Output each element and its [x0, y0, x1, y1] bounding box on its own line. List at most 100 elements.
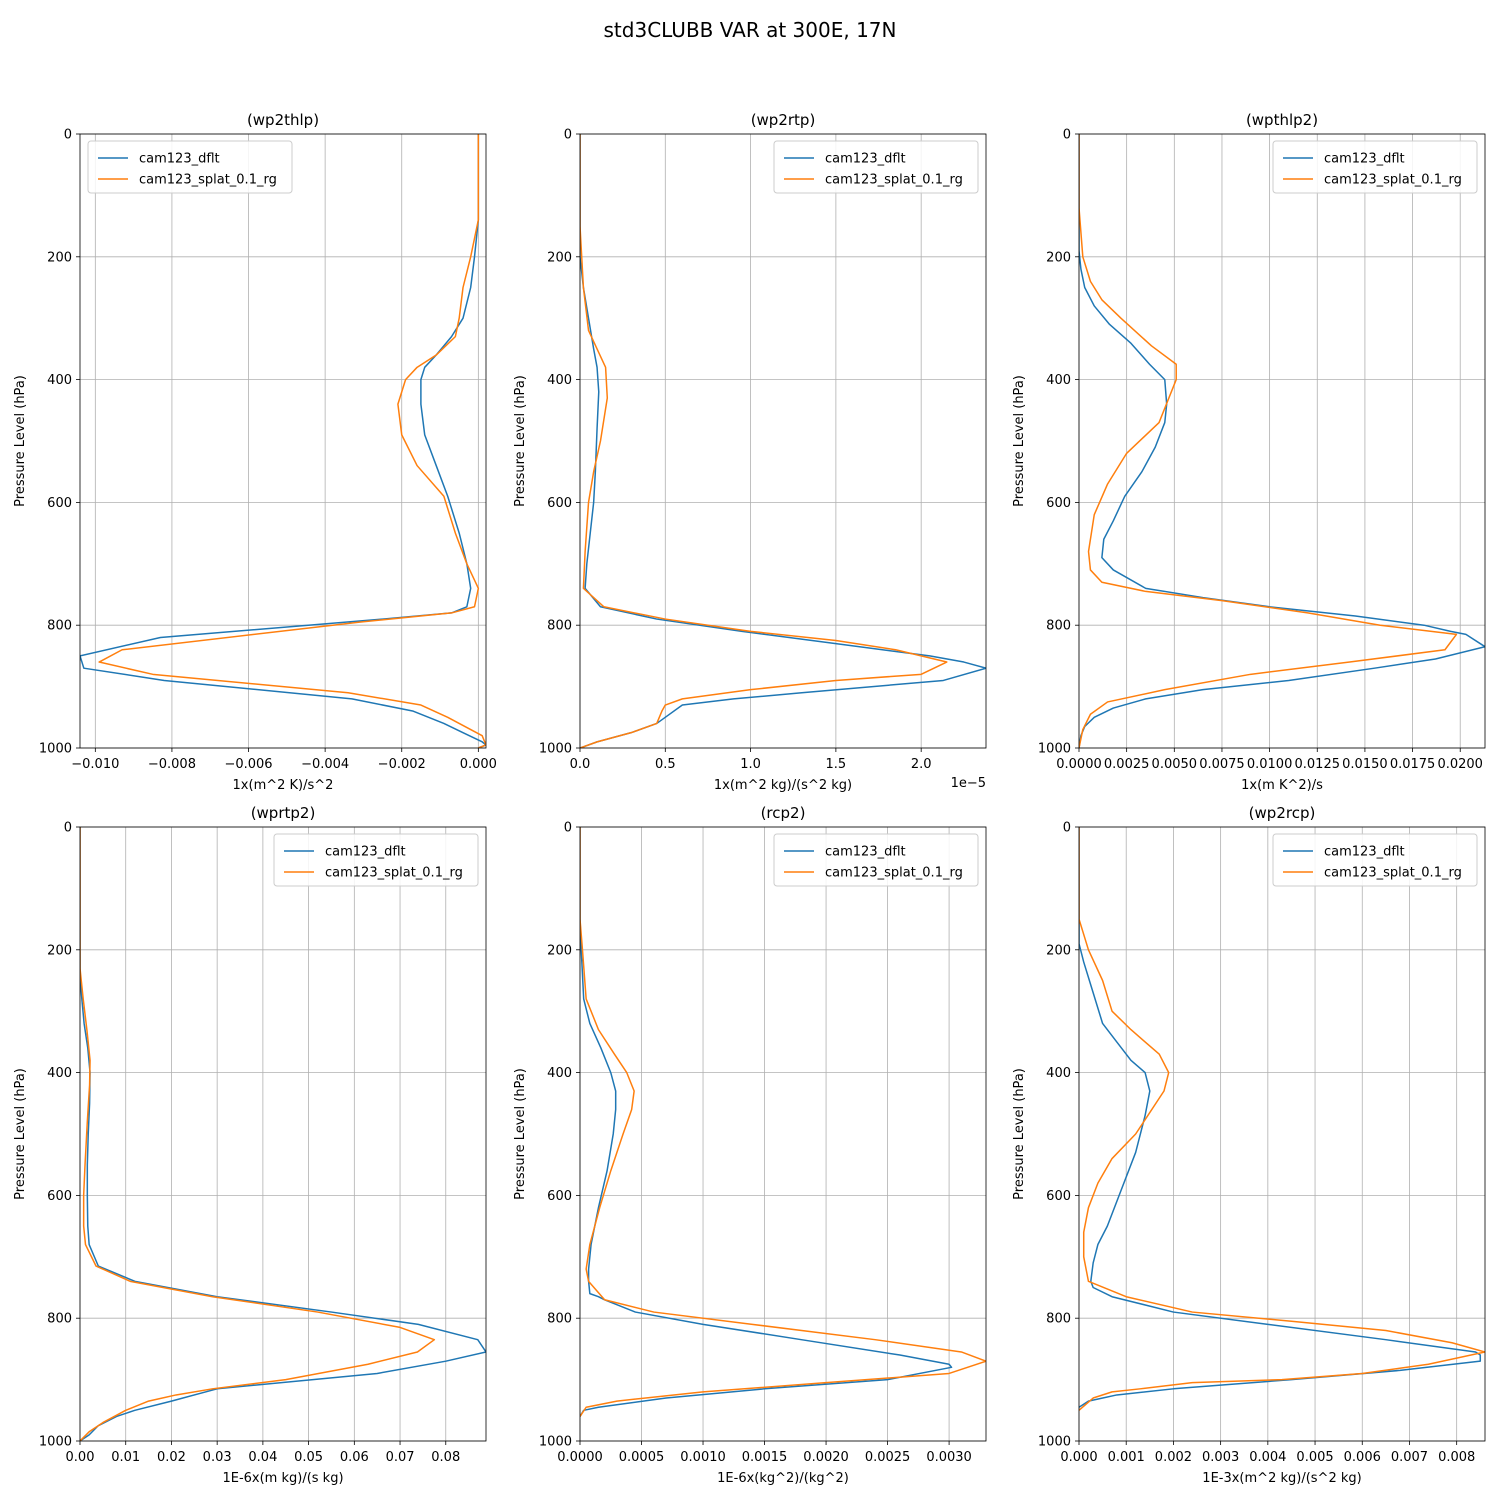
legend-label: cam123_splat_0.1_rg: [139, 173, 277, 188]
x-tick-label: 0.006: [1344, 1450, 1381, 1465]
series-line-splat: [80, 827, 436, 1441]
y-tick-label: 600: [1046, 496, 1071, 511]
x-axis-label: 1x(m^2 K)/s^2: [233, 778, 334, 793]
x-tick-label: 0.008: [1438, 1450, 1475, 1465]
x-axis-label: 1x(m^2 kg)/(s^2 kg): [714, 778, 852, 793]
x-tick-label: 0.004: [1249, 1450, 1286, 1465]
legend: cam123_dflt cam123_splat_0.1_rg: [1272, 140, 1478, 194]
plot-frame: [1078, 826, 1486, 1442]
y-tick-label: 0: [564, 821, 572, 836]
legend: cam123_dflt cam123_splat_0.1_rg: [1272, 833, 1478, 887]
x-tick-label: −0.004: [301, 757, 349, 772]
x-axis-label: 1x(m K^2)/s: [1241, 778, 1323, 793]
panel-title: (wprtp2): [251, 804, 316, 822]
y-tick-label: 0: [1063, 821, 1071, 836]
legend: cam123_dflt cam123_splat_0.1_rg: [273, 833, 479, 887]
chart-panel-3: 0.0000 0.0025 0.0050 0.0075 0.0100 0.0125 0.01…: [1012, 111, 1486, 793]
plot-frame: [1078, 133, 1486, 749]
legend-label: cam123_dflt: [1324, 152, 1405, 167]
y-tick-label: 400: [1046, 1066, 1071, 1081]
x-tick-label: 0.0050: [1152, 757, 1198, 772]
y-axis-label: Pressure Level (hPa): [513, 375, 528, 507]
x-tick-label: 0.0005: [619, 1450, 665, 1465]
y-tick-label: 800: [47, 1312, 72, 1327]
legend-label: cam123_splat_0.1_rg: [825, 866, 963, 881]
panel-title: (wp2rcp): [1249, 804, 1316, 822]
plot-frame: [79, 133, 487, 749]
x-tick-label: 0.0000: [1056, 757, 1102, 772]
series-line-dflt: [1079, 134, 1485, 748]
x-tick-label: 0.0175: [1390, 757, 1436, 772]
y-tick-label: 600: [1046, 1189, 1071, 1204]
legend-box: [1272, 140, 1478, 194]
x-tick-label: 0.0150: [1342, 757, 1388, 772]
y-tick-label: 200: [1046, 250, 1071, 265]
legend-label: cam123_dflt: [325, 845, 406, 860]
legend-box: [773, 833, 979, 887]
series-line-splat: [1079, 134, 1458, 748]
y-tick-label: 1000: [1038, 742, 1071, 757]
x-axis-label: 1E-6x(m kg)/(s kg): [222, 1471, 343, 1486]
x-tick-label: 0.0125: [1295, 757, 1341, 772]
y-tick-label: 0: [564, 128, 572, 143]
x-tick-label: 0.001: [1108, 1450, 1145, 1465]
y-tick-label: 1000: [539, 1435, 572, 1450]
panels: −0.010 −0.008 −0.006 −0.004 −0.002 0.00002004…: [13, 111, 1486, 1486]
y-tick-label: 0: [64, 128, 72, 143]
x-tick-label: 0.000: [1060, 1450, 1097, 1465]
x-tick-label: 0.00: [66, 1450, 95, 1465]
y-tick-label: 400: [547, 1066, 572, 1081]
x-tick-label: 0.01: [111, 1450, 140, 1465]
legend: cam123_dflt cam123_splat_0.1_rg: [773, 833, 979, 887]
series-line-dflt: [1079, 827, 1482, 1408]
y-tick-label: 600: [547, 1189, 572, 1204]
x-offset-text: 1e−5: [951, 776, 986, 791]
panel-title: (rcp2): [761, 804, 806, 822]
series-line-splat: [580, 134, 948, 748]
x-tick-label: 0.08: [431, 1450, 460, 1465]
x-tick-label: 0.5: [655, 757, 676, 772]
series-line-dflt: [80, 134, 486, 748]
legend-box: [87, 140, 293, 194]
x-tick-label: 0.04: [248, 1450, 277, 1465]
legend-box: [273, 833, 479, 887]
x-tick-label: 2.0: [911, 757, 932, 772]
x-tick-label: 0.07: [386, 1450, 415, 1465]
panel-title: (wp2thlp): [247, 111, 319, 129]
chart-panel-4: 0.00 0.01 0.02 0.03 0.04 0.05 0.06 0.07 0.08 0 200…: [13, 804, 487, 1486]
y-axis-label: Pressure Level (hPa): [1012, 375, 1027, 507]
x-tick-label: −0.008: [148, 757, 196, 772]
series-line-dflt: [580, 827, 953, 1417]
y-tick-label: 800: [547, 619, 572, 634]
y-tick-label: 1000: [1038, 1435, 1071, 1450]
series-line-splat: [580, 827, 986, 1417]
legend-label: cam123_splat_0.1_rg: [825, 173, 963, 188]
plot-frame: [579, 826, 987, 1442]
y-axis-label: Pressure Level (hPa): [13, 375, 28, 507]
y-tick-label: 0: [1063, 128, 1071, 143]
y-axis-label: Pressure Level (hPa): [513, 1068, 528, 1200]
x-tick-label: 0.0075: [1199, 757, 1245, 772]
chart-panel-1: −0.010 −0.008 −0.006 −0.004 −0.002 0.000 0 200 4…: [13, 111, 497, 793]
panel-title: (wp2rtp): [751, 111, 816, 129]
y-tick-label: 200: [47, 250, 72, 265]
chart-panel-5: 0.0000 0.0005 0.0010 0.0015 0.0020 0.0025 0.00…: [513, 804, 987, 1486]
figure-title: std3CLUBB VAR at 300E, 17N: [604, 18, 897, 42]
y-tick-label: 400: [47, 373, 72, 388]
x-tick-label: 0.0025: [1104, 757, 1150, 772]
y-tick-label: 600: [47, 1189, 72, 1204]
series-line-dflt: [580, 134, 986, 748]
x-tick-label: 0.002: [1155, 1450, 1192, 1465]
x-tick-label: 1.5: [826, 757, 847, 772]
x-tick-label: −0.002: [378, 757, 426, 772]
legend-label: cam123_splat_0.1_rg: [1324, 173, 1462, 188]
y-tick-label: 1000: [539, 742, 572, 757]
chart-panel-2: 0.0 0.5 1.0 1.5 2.0 0 200 400 600 800 1000 (wp2rtp)…: [513, 111, 987, 793]
x-tick-label: 0.0020: [803, 1450, 849, 1465]
y-tick-label: 200: [1046, 943, 1071, 958]
legend-label: cam123_dflt: [1324, 845, 1405, 860]
x-tick-label: 0.007: [1391, 1450, 1428, 1465]
x-tick-label: 0.0000: [557, 1450, 603, 1465]
plot-frame: [79, 826, 487, 1442]
